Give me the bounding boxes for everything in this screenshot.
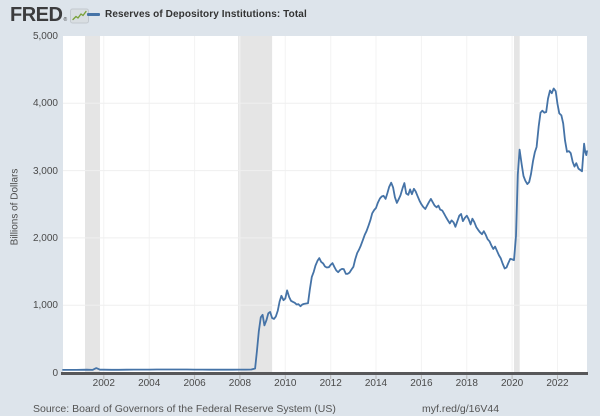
chart-legend: Reserves of Depository Institutions: Tot… <box>87 9 307 20</box>
registered-mark: ® <box>63 17 68 23</box>
legend-line-swatch <box>87 13 100 16</box>
header: FRED ® Reserves of Depository Institutio… <box>0 0 600 30</box>
legend-series-label: Reserves of Depository Institutions: Tot… <box>105 9 307 20</box>
fred-logo-text: FRED <box>10 3 63 26</box>
short-url-link[interactable]: myf.red/g/16V44 <box>422 403 500 415</box>
source-text: Source: Board of Governors of the Federa… <box>33 403 336 415</box>
series-line[interactable] <box>62 87 588 371</box>
fred-sparkline-icon <box>70 8 90 24</box>
plot-background <box>63 36 587 373</box>
recession-band <box>85 36 100 373</box>
recession-band <box>238 36 273 373</box>
footer: Source: Board of Governors of the Federa… <box>0 401 600 416</box>
fred-logo[interactable]: FRED ® <box>10 3 90 26</box>
